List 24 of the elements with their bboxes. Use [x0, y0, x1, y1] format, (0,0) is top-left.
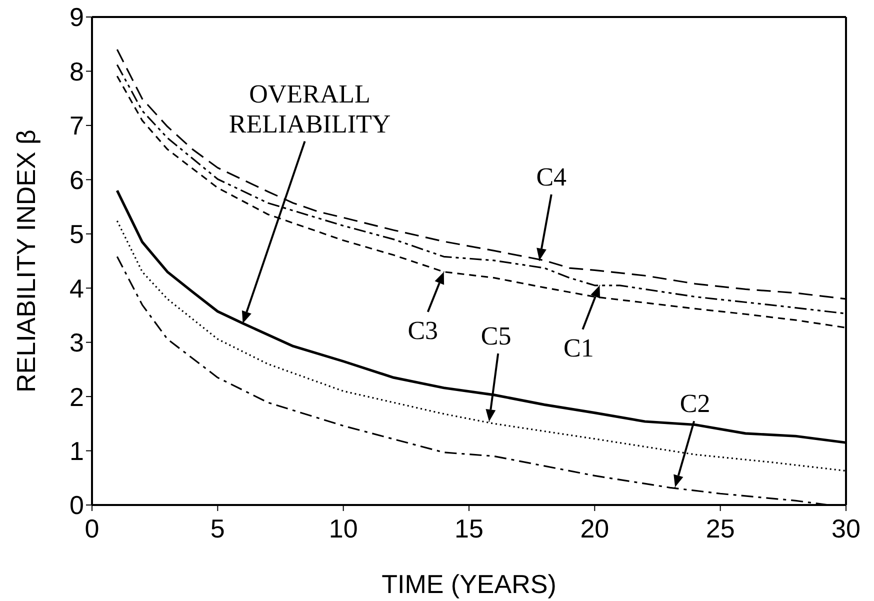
- x-tick-label: 30: [832, 513, 860, 544]
- y-tick-label: 6: [70, 164, 84, 195]
- x-tick-label: 20: [580, 513, 610, 544]
- x-tick-label: 15: [454, 513, 484, 544]
- y-tick-label: 9: [70, 2, 84, 32]
- y-tick-label: 5: [70, 219, 84, 250]
- y-tick-label: 0: [70, 490, 84, 520]
- y-tick-label: 1: [70, 436, 84, 466]
- y-axis-title: RELIABILITY INDEX β: [11, 129, 41, 393]
- annotation: C4: [536, 162, 567, 191]
- y-tick-label: 8: [70, 56, 84, 86]
- x-axis-title: TIME (YEARS): [382, 569, 556, 599]
- annotation: OVERALL RELIABILITY: [228, 78, 391, 138]
- annotation: C2: [680, 388, 710, 418]
- y-tick-label: 3: [70, 328, 84, 358]
- x-tick-label: 10: [328, 513, 358, 544]
- x-tick-label: 5: [210, 513, 225, 544]
- annotation: C1: [564, 332, 594, 362]
- y-tick-label: 2: [70, 382, 84, 412]
- x-tick-label: 25: [706, 513, 735, 544]
- y-tick-label: 4: [70, 273, 84, 304]
- y-tick-label: 7: [70, 110, 84, 141]
- annotation: C5: [480, 321, 512, 350]
- annotation: C3: [408, 315, 438, 344]
